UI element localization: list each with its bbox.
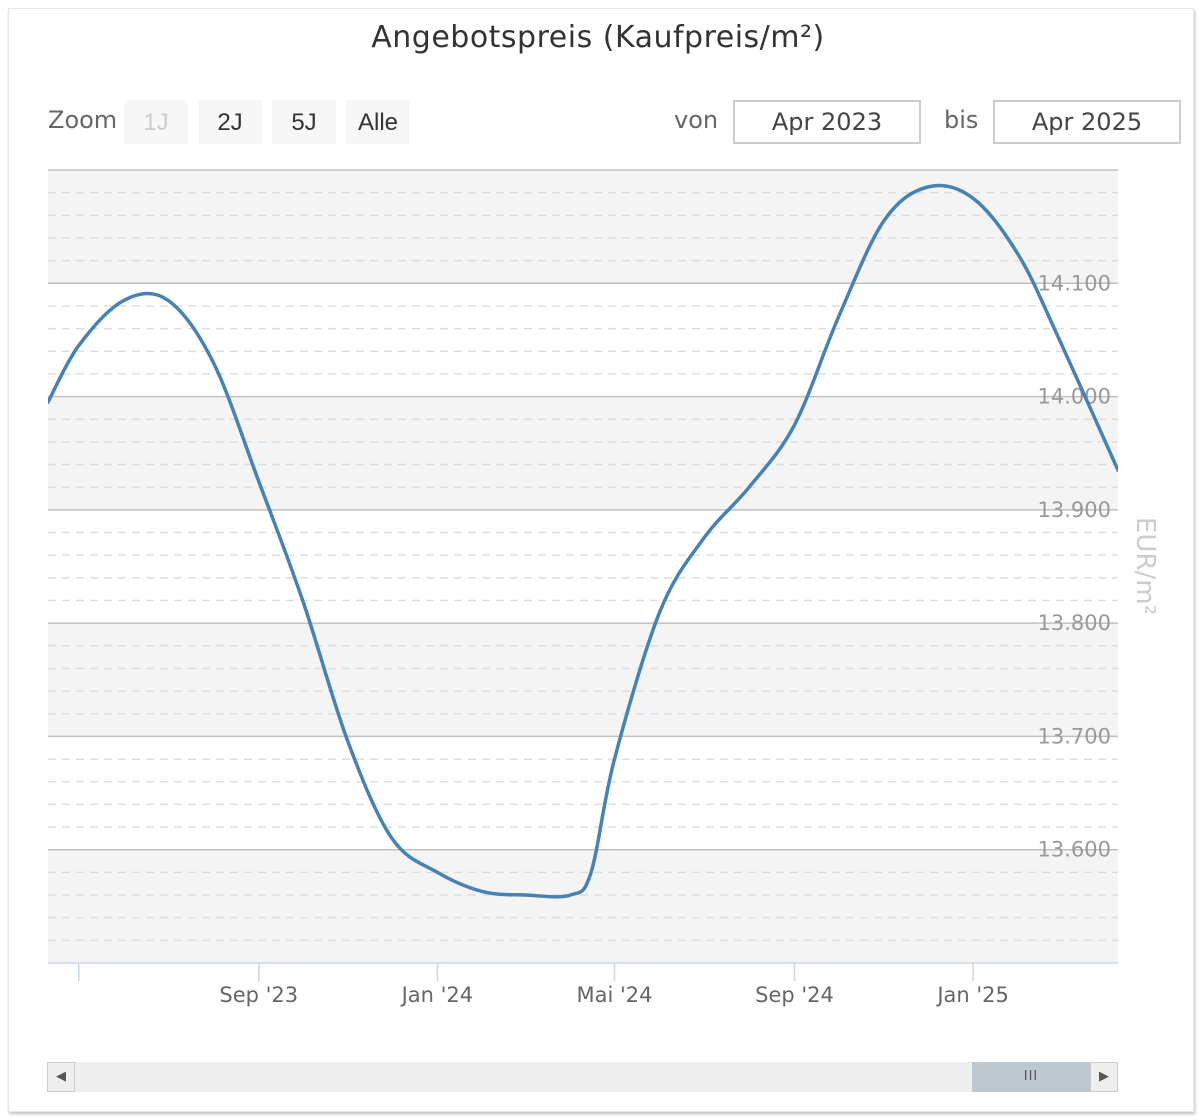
y-tick-label: 14.000: [1038, 385, 1111, 409]
zoom-label: Zoom: [48, 106, 118, 134]
zoom-1j-button[interactable]: 1J: [124, 100, 188, 144]
navigator-scrollbar-thumb[interactable]: III: [972, 1062, 1090, 1092]
zoom-2j-button[interactable]: 2J: [198, 100, 262, 144]
series-line[interactable]: [48, 183, 1118, 899]
plot-band: [48, 623, 1118, 737]
y-tick-label: 13.800: [1038, 611, 1111, 635]
x-tick-label: Jan '25: [935, 983, 1009, 1007]
range-from-input[interactable]: Apr 2023: [733, 100, 921, 144]
range-to-input[interactable]: Apr 2025: [993, 100, 1181, 144]
zoom-alle-button[interactable]: Alle: [346, 100, 410, 144]
scroll-right-button[interactable]: ▶: [1090, 1062, 1118, 1092]
x-tick-label: Jan '24: [400, 983, 474, 1007]
y-tick-label: 13.900: [1038, 498, 1111, 522]
x-tick-label: Sep '23: [219, 983, 298, 1007]
y-tick-label: 13.700: [1038, 724, 1111, 748]
range-from-label: von: [674, 106, 719, 134]
x-tick-label: Mai '24: [576, 983, 652, 1007]
x-tick-label: Sep '24: [755, 983, 834, 1007]
zoom-5j-button[interactable]: 5J: [272, 100, 336, 144]
plot-band: [48, 396, 1118, 510]
y-tick-label: 13.600: [1038, 838, 1111, 862]
plot-band: [48, 849, 1118, 963]
range-to-label: bis: [944, 106, 979, 134]
y-axis-title: EUR/m²: [1130, 517, 1160, 615]
chart-title: Angebotspreis (Kaufpreis/m²): [371, 20, 825, 55]
scroll-left-button[interactable]: ◀: [47, 1062, 75, 1092]
plot-band: [48, 170, 1118, 284]
navigator-scrollbar-track[interactable]: [48, 1062, 1118, 1092]
y-tick-label: 14.100: [1038, 271, 1111, 295]
